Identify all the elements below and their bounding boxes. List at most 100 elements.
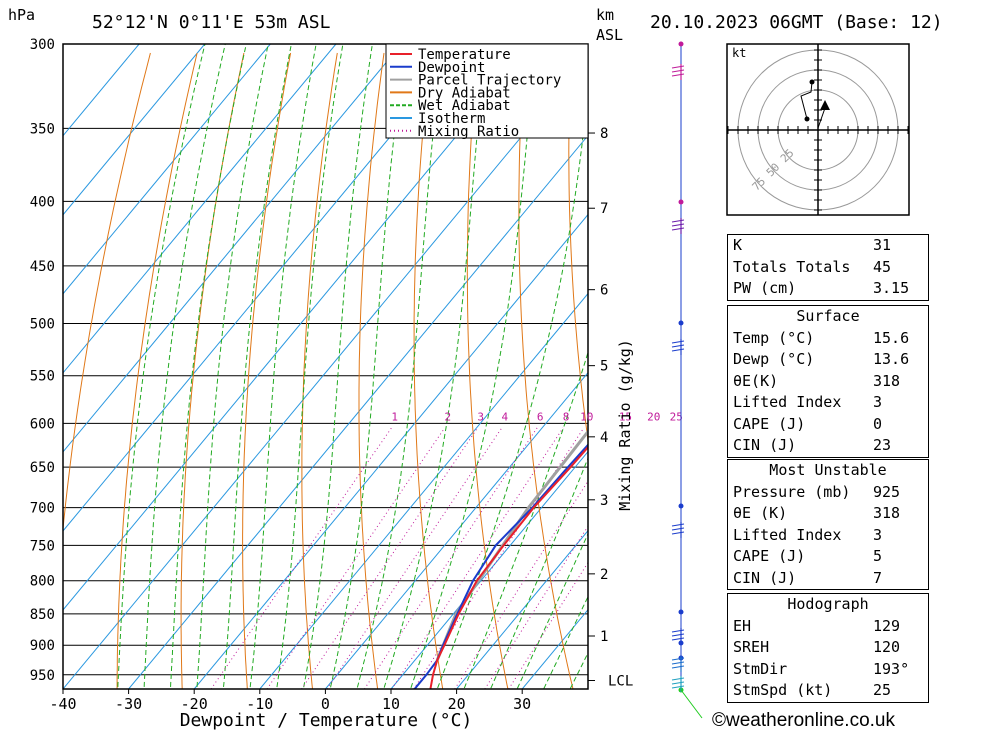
isotherm-line [63,44,140,137]
surface-row: CIN (J) 23 [728,435,928,457]
index-value: 3.15 [873,279,910,297]
km-tick-label: 2 [600,567,608,583]
wind-level-dot [678,41,684,47]
isotherm-line [63,44,271,295]
hodograph-param-key: EH [733,616,752,635]
wind-barb [671,522,685,538]
isotherm-line [63,44,534,611]
pressure-tick-label: 700 [30,501,55,517]
most-unstable-row: CIN (J) 7 [728,568,928,590]
pressure-tick-label: 650 [30,460,55,476]
dry-adiabat-line [242,52,292,689]
isotherm-line [63,44,337,374]
km-unit-label: km [596,6,614,24]
pressure-tick-label: 950 [30,668,55,684]
isotherm-line [63,44,206,216]
temperature-tick-label: 0 [321,695,330,713]
wind-barb [671,218,685,234]
mixing-ratio-label: 4 [502,410,509,423]
dry-adiabat-line [945,53,1000,689]
wind-level-dot [678,320,684,326]
plot-frame [62,43,589,690]
isotherm-line [456,529,588,689]
surface-table: Surface Temp (°C) 15.6 Dewp (°C) 13.6 θE(K) 3… [727,305,929,458]
surface-value: 23 [873,436,892,454]
km-tick-label: 4 [600,430,608,446]
wet-adiabat-line [196,44,269,689]
surface-key: Lifted Index [733,393,842,411]
isotherm-line [390,450,588,689]
temperature-tick-label: 30 [513,695,531,713]
surface-key: θE(K) [733,371,779,390]
mixing-ratio-label: 3 [477,410,484,423]
hodograph-param-value: 25 [873,681,892,699]
wind-barb [671,339,685,355]
copyright-footer[interactable]: ©weatheronline.co.uk [712,710,895,731]
wet-adiabat-line [436,86,588,689]
wet-adiabat-line [143,44,226,689]
index-value: 45 [873,257,892,276]
index-key: K [733,236,743,254]
wind-barb [671,628,685,644]
wet-adiabat-line [169,44,247,689]
surface-row: Dewp (°C) 13.6 [728,349,928,371]
mixing-ratio-label: 8 [563,410,570,423]
legend-entry: Parcel Trajectory [418,73,561,89]
hodograph-param-row: StmSpd (kt) 25 [728,680,928,702]
index-value: 31 [873,236,892,254]
hodograph-param-value: 120 [873,638,901,656]
wet-adiabat-line [249,44,317,689]
surface-row: Temp (°C) 15.6 [728,328,928,350]
dry-adiabat-line [116,52,198,689]
pressure-tick-label: 900 [30,638,55,654]
storm-motion-line [817,107,826,129]
mixing-ratio-line [391,427,564,689]
hodograph-param-key: StmDir [733,659,788,678]
wet-adiabat-line [302,44,373,689]
wind-barb [671,656,685,672]
isotherm-line [63,55,588,689]
wet-adiabat-line [489,456,588,689]
mixing-ratio-line [484,525,588,689]
wet-adiabat-line [329,44,406,689]
datetime-title: 20.10.2023 06GMT (Base: 12) [650,12,943,33]
dry-adiabat-line [63,52,151,534]
temperature-tick-label: -20 [181,695,208,713]
km-tick-label: 6 [600,283,608,299]
surface-row: CAPE (J) 0 [728,414,928,436]
hpa-unit-label: hPa [8,6,35,24]
most-unstable-value: 318 [873,504,901,522]
isotherm-line [325,371,588,689]
hodograph-param-value: 193° [873,659,910,678]
dry-adiabat-line [466,52,509,689]
surface-title: Surface [796,307,860,325]
index-row: Totals Totals 45 [728,257,928,279]
most-unstable-row: CAPE (J) 5 [728,546,928,568]
pressure-tick-label: 300 [30,37,55,53]
wind-level-dot [678,503,684,509]
wet-adiabat-line [117,44,206,689]
dry-adiabat-line [180,52,245,689]
isotherm-line [63,44,402,453]
mixing-ratio-label: 1 [391,410,398,423]
surface-value: 15.6 [873,328,910,347]
legend-entry: Dry Adiabat [418,85,511,101]
temperature-tick-label: -10 [246,695,273,713]
isotherm-line [63,44,468,532]
mixing-ratio-label: 20 [647,410,660,423]
most-unstable-key: CIN (J) [733,568,797,587]
pressure-tick-label: 400 [30,194,55,210]
wind-barb [671,676,685,692]
wet-adiabat-line [383,44,487,689]
mixing-ratio-label: 25 [670,410,683,423]
most-unstable-value: 5 [873,547,883,565]
most-unstable-key: Pressure (mb) [733,482,851,501]
pressure-tick-label: 800 [30,574,55,590]
pressure-tick-label: 350 [30,121,55,137]
wind-barb [671,64,685,80]
hodograph-param-row: SREH 120 [728,637,928,659]
legend-box [385,43,589,139]
most-unstable-title: Most Unstable [769,461,887,479]
wet-adiabat-line [516,532,588,689]
